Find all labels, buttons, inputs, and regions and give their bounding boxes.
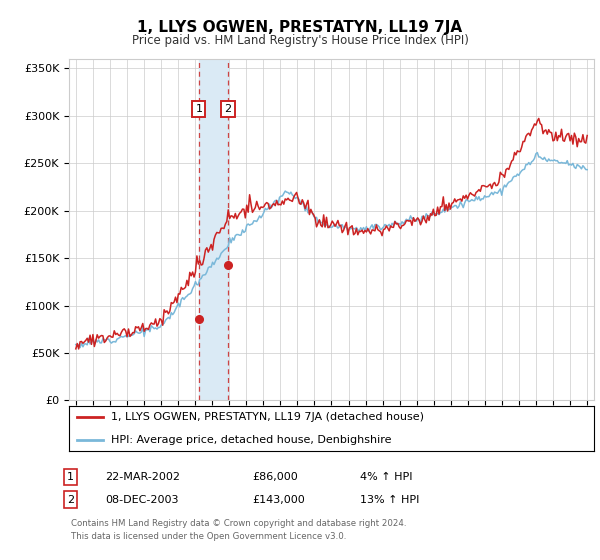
Text: £86,000: £86,000 <box>252 472 298 482</box>
Text: 08-DEC-2003: 08-DEC-2003 <box>105 494 179 505</box>
Text: 13% ↑ HPI: 13% ↑ HPI <box>360 494 419 505</box>
Text: Price paid vs. HM Land Registry's House Price Index (HPI): Price paid vs. HM Land Registry's House … <box>131 34 469 46</box>
Text: This data is licensed under the Open Government Licence v3.0.: This data is licensed under the Open Gov… <box>71 532 346 541</box>
Text: 1, LLYS OGWEN, PRESTATYN, LL19 7JA: 1, LLYS OGWEN, PRESTATYN, LL19 7JA <box>137 20 463 35</box>
Text: 2: 2 <box>224 104 232 114</box>
Bar <box>199 59 228 400</box>
Text: Contains HM Land Registry data © Crown copyright and database right 2024.: Contains HM Land Registry data © Crown c… <box>71 519 406 528</box>
Text: 4% ↑ HPI: 4% ↑ HPI <box>360 472 413 482</box>
Text: 1, LLYS OGWEN, PRESTATYN, LL19 7JA (detached house): 1, LLYS OGWEN, PRESTATYN, LL19 7JA (deta… <box>111 412 424 422</box>
Text: 2: 2 <box>67 494 74 505</box>
Text: 1: 1 <box>196 104 202 114</box>
Text: 22-MAR-2002: 22-MAR-2002 <box>105 472 180 482</box>
Text: £143,000: £143,000 <box>252 494 305 505</box>
Text: 1: 1 <box>67 472 74 482</box>
Text: HPI: Average price, detached house, Denbighshire: HPI: Average price, detached house, Denb… <box>111 435 392 445</box>
